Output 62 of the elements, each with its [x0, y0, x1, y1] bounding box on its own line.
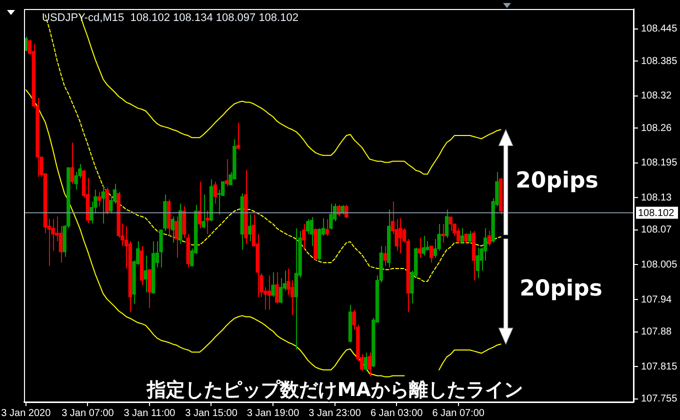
candlestick — [275, 272, 279, 304]
y-tick-label: 108.385 — [641, 56, 678, 67]
x-tick-label: 3 Jan 11:00 — [124, 408, 176, 419]
candlestick — [368, 352, 372, 377]
y-tick-label: 108.005 — [641, 259, 678, 270]
y-tick-label: 108.32 — [641, 90, 672, 102]
candlestick — [476, 247, 480, 279]
candlestick — [310, 216, 314, 246]
annotation: 指定したピップ数だけMAから離したライン — [146, 378, 523, 401]
candlestick — [248, 214, 252, 242]
candlestick — [202, 194, 206, 229]
candlestick — [444, 209, 449, 238]
candlestick — [101, 184, 105, 224]
candlestick — [144, 255, 148, 293]
candlestick — [278, 278, 283, 304]
candlestick — [170, 216, 174, 244]
candlestick — [224, 158, 229, 187]
ref-line-label: 108.102 — [638, 208, 675, 219]
candlestick — [329, 203, 333, 230]
candlestick — [422, 235, 426, 256]
candlestick — [418, 237, 422, 258]
y-tick-label: 108.07 — [641, 224, 672, 236]
candlestick — [325, 218, 329, 236]
candlestick — [456, 228, 460, 244]
candlestick — [70, 142, 74, 184]
y-tick-label: 107.815 — [641, 361, 678, 372]
candlestick — [429, 245, 434, 264]
candlestick — [174, 216, 178, 258]
candlestick — [468, 230, 472, 244]
candlestick — [306, 218, 310, 235]
y-tick-label: 108.195 — [641, 158, 678, 169]
y-tick-label: 107.88 — [641, 326, 672, 338]
y-tick-label: 108.445 — [641, 24, 678, 35]
x-tick-label: 3 Jan 2020 — [1, 408, 52, 419]
candlestick — [74, 171, 78, 190]
annotation: 20pips — [520, 276, 602, 302]
candlestick — [159, 229, 163, 268]
candlestick — [383, 245, 387, 266]
y-tick-label: 107.755 — [641, 394, 678, 405]
candlestick — [340, 204, 344, 215]
candlestick — [302, 224, 306, 250]
x-tick-label: 3 Jan 15:00 — [185, 408, 238, 419]
x-tick-label: 3 Jan 23:00 — [308, 408, 362, 419]
x-tick-label: 6 Jan 03:00 — [370, 408, 424, 419]
candlestick — [271, 272, 275, 298]
x-tick-label: 3 Jan 19:00 — [246, 408, 300, 419]
candlestick — [213, 181, 217, 204]
x-tick-label: 6 Jan 07:00 — [432, 408, 485, 419]
y-tick-label: 107.94 — [641, 294, 672, 306]
candlestick — [148, 269, 152, 309]
candlestick — [364, 352, 368, 372]
candlestick — [448, 216, 452, 232]
y-tick-label: 108.13 — [641, 192, 672, 204]
annotation: 20pips — [516, 168, 598, 194]
candlestick — [487, 230, 492, 246]
x-tick-label: 3 Jan 07:00 — [62, 408, 114, 419]
candlestick — [105, 187, 109, 215]
candlestick — [267, 274, 271, 310]
candlestick — [464, 232, 468, 244]
candlestick — [460, 228, 464, 244]
y-tick-label: 108.26 — [641, 122, 672, 134]
candlestick — [398, 218, 402, 254]
